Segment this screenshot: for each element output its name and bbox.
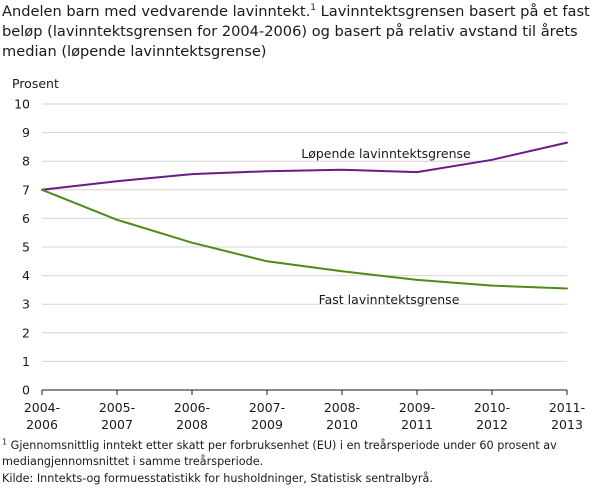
y-tick-label: 3: [22, 297, 30, 312]
y-tick-label: 0: [22, 383, 30, 398]
footnote-marker: 1: [2, 437, 8, 447]
title-part2: Lavinntektsgrensen basert på et fast bel…: [2, 3, 590, 60]
x-tick-label: 2008-: [324, 400, 360, 415]
y-tick-label: 4: [22, 268, 30, 283]
x-tick-label: 2010-: [474, 400, 510, 415]
title-footnote-marker: 1: [310, 3, 317, 14]
x-tick-label: 2010: [326, 417, 358, 432]
x-tick-label: 2007: [101, 417, 133, 432]
chart-title: Andelen barn med vedvarende lavinntekt.1…: [2, 2, 608, 62]
x-tick-label: 2011-: [549, 400, 585, 415]
x-tick-label: 2012: [476, 417, 508, 432]
y-tick-label: 7: [22, 182, 30, 197]
x-tick-label: 2006: [26, 417, 58, 432]
y-tick-label: 8: [22, 154, 30, 169]
series-line-2: [41, 188, 568, 290]
x-tick-label: 2006-: [174, 400, 210, 415]
x-tick-label: 2007-: [249, 400, 285, 415]
x-tick-label: 2013: [551, 417, 583, 432]
x-tick-label: 2008: [176, 417, 208, 432]
y-tick-label: 2: [22, 325, 30, 340]
y-tick-label: 10: [14, 97, 30, 112]
title-part1: Andelen barn med vedvarende lavinntekt.: [2, 3, 311, 20]
x-tick-label: 2009: [251, 417, 283, 432]
line-chart: 0 1 2 3 4 5 6 7 8 9 10 2004- 2006 2005- 2007 2006- 2008 2…: [14, 97, 585, 433]
y-tick-label: 6: [22, 211, 30, 226]
x-tick-label: 2004-: [24, 400, 60, 415]
x-tick-label: 2011: [401, 417, 433, 432]
y-tick-label: 1: [22, 354, 30, 369]
series-label-2: Fast lavinntektsgrense: [319, 292, 460, 307]
y-tick-label: 5: [22, 240, 30, 255]
series-label-1: Løpende lavinntektsgrense: [301, 146, 471, 161]
source-note: Kilde: Inntekts-og formuesstatistikk for…: [2, 472, 433, 485]
y-tick-label: 9: [22, 125, 30, 140]
series-line-1: [41, 141, 568, 191]
footnote: 1 Gjennomsnittlig inntekt etter skatt pe…: [2, 438, 606, 470]
x-tick-label: 2005-: [99, 400, 135, 415]
footnote-text: Gjennomsnittlig inntekt etter skatt per …: [2, 439, 557, 468]
y-axis-label: Prosent: [12, 76, 59, 91]
x-tick-label: 2009-: [399, 400, 435, 415]
